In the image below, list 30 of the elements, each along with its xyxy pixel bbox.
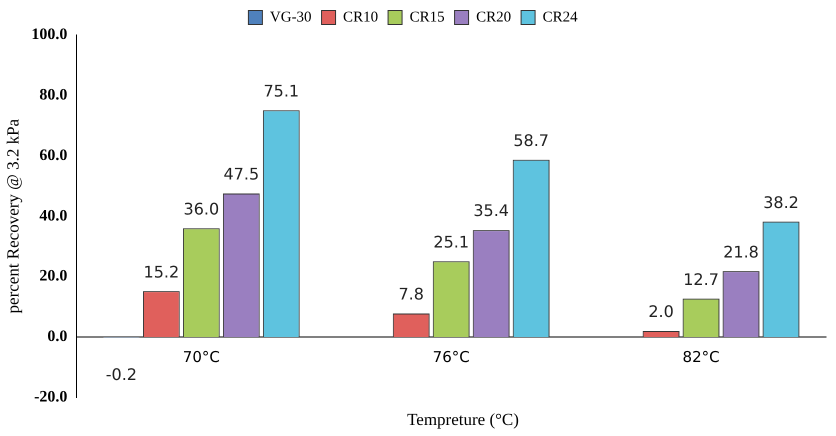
y-tick-label: 0.0 <box>47 328 68 346</box>
y-tick-label: -20.0 <box>34 388 68 406</box>
x-axis-title: Tempreture (°C) <box>406 410 520 430</box>
data-label: -0.2 <box>106 364 137 384</box>
data-label: 2.0 <box>648 302 674 322</box>
data-label: 35.4 <box>473 201 509 220</box>
y-tick-label: 40.0 <box>39 207 68 224</box>
y-tick-label: 100.0 <box>31 26 68 44</box>
data-label: 25.1 <box>433 232 470 252</box>
legend-label: CR20 <box>476 9 512 26</box>
data-label: 36.0 <box>184 199 220 218</box>
data-label: 21.8 <box>723 242 759 262</box>
y-tick-label: 20.0 <box>39 268 68 285</box>
legend-label: CR15 <box>410 9 445 26</box>
data-label: 38.2 <box>763 192 799 212</box>
x-tick-label: 76°C <box>432 348 470 366</box>
data-label: 7.8 <box>398 284 424 304</box>
x-tick-label: 70°C <box>182 348 220 366</box>
x-tick-label: 82°C <box>682 348 720 366</box>
data-label: 47.5 <box>224 164 260 184</box>
legend-label: CR24 <box>542 9 578 26</box>
data-label: 75.1 <box>263 81 300 100</box>
data-label: 12.7 <box>683 270 719 289</box>
y-tick-label: 80.0 <box>39 86 68 104</box>
data-label: 15.2 <box>144 262 180 282</box>
legend-label: CR10 <box>343 9 378 26</box>
y-axis-title: percent Recovery @ 3.2 kPa <box>4 118 23 314</box>
y-tick-label: 60.0 <box>39 146 68 164</box>
legend-label: VG-30 <box>270 9 312 26</box>
data-label: 58.7 <box>513 130 549 150</box>
